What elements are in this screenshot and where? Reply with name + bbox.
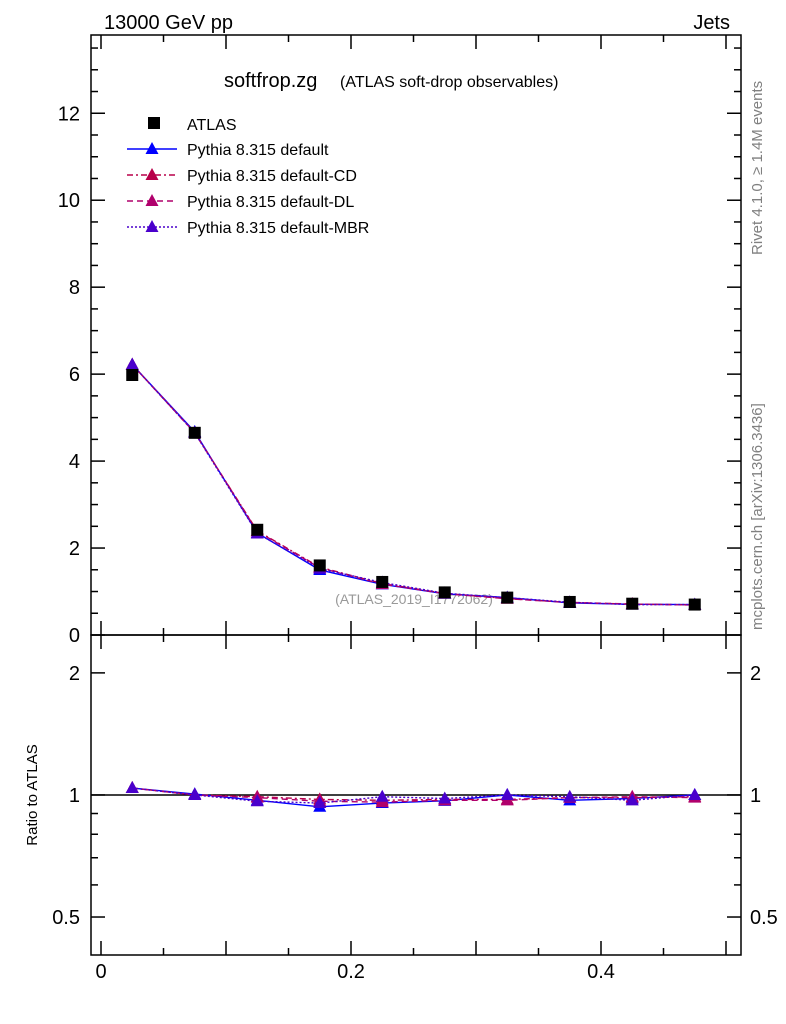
- plot-subtitle: (ATLAS soft-drop observables): [340, 74, 558, 91]
- series-marker-ratio: [188, 787, 202, 800]
- analysis-watermark: (ATLAS_2019_I1772062): [335, 591, 493, 607]
- series-marker-ratio: [563, 789, 577, 802]
- main-y-tick-label: 12: [58, 103, 80, 125]
- legend-label: Pythia 8.315 default-MBR: [187, 220, 369, 237]
- series-line-main: [131, 364, 695, 606]
- series-marker-ratio: [250, 794, 264, 807]
- series-marker-ratio: [500, 787, 514, 800]
- series-line-ratio: [132, 787, 695, 808]
- x-tick-label: 0.4: [587, 961, 615, 983]
- data-marker: [501, 591, 514, 604]
- ratio-ylabel: Ratio to ATLAS: [24, 744, 41, 845]
- series-marker-ratio: [313, 796, 327, 809]
- series-marker-ratio: [125, 781, 139, 794]
- ratio-y-tick-label-right: 0.5: [750, 907, 778, 929]
- main-y-tick-label: 6: [69, 364, 80, 386]
- legend-marker: [145, 168, 159, 180]
- series-marker-ratio: [625, 793, 639, 806]
- ratio-y-tick-label-left: 2: [69, 663, 80, 685]
- legend-marker: [145, 220, 159, 232]
- side-text-rivet: Rivet 4.1.0, ≥ 1.4M events: [749, 81, 766, 255]
- series-line-ratio: [132, 787, 695, 804]
- main-y-tick-label: 0: [69, 625, 80, 647]
- data-marker: [313, 559, 326, 572]
- series-line-main: [131, 364, 695, 606]
- legend-marker: [145, 194, 159, 206]
- series-marker-ratio: [688, 787, 702, 800]
- legend: ATLAS Pythia 8.315 default Pythia 8.315 de…: [127, 117, 369, 237]
- main-y-tick-label: 4: [69, 451, 80, 473]
- data-marker: [251, 523, 264, 536]
- series-line-ratio: [132, 787, 695, 803]
- legend-marker: [145, 142, 159, 154]
- data-marker: [438, 586, 451, 599]
- main-y-tick-label: 8: [69, 277, 80, 299]
- series-marker-ratio: [375, 789, 389, 802]
- data-marker: [563, 595, 576, 608]
- main-y-tick-label: 2: [69, 538, 80, 560]
- legend-label: ATLAS: [187, 117, 237, 134]
- header-category: Jets: [693, 12, 730, 34]
- series-marker-main: [125, 357, 139, 370]
- legend-data-marker: [148, 117, 160, 129]
- side-text-mcplots: mcplots.cern.ch [arXiv:1306.3436]: [749, 403, 766, 630]
- ratio-y-tick-label-right: 2: [750, 663, 761, 685]
- series-marker-ratio: [438, 791, 452, 804]
- series-line-main: [131, 364, 695, 606]
- data-marker: [376, 575, 389, 588]
- header-energy: 13000 GeV pp: [104, 12, 233, 34]
- data-marker: [188, 426, 201, 439]
- data-marker: [688, 598, 701, 611]
- series-line-main: [131, 364, 695, 606]
- ratio-y-tick-label-left: 1: [69, 785, 80, 807]
- data-marker: [126, 369, 139, 381]
- legend-label: Pythia 8.315 default-DL: [187, 194, 354, 211]
- data-marker: [626, 597, 639, 610]
- ratio-y-tick-label-right: 1: [750, 785, 761, 807]
- main-y-tick-label: 10: [58, 190, 80, 212]
- legend-label: Pythia 8.315 default-CD: [187, 168, 357, 185]
- ratio-y-tick-label-left: 0.5: [52, 907, 80, 929]
- plot-title: softfrop.zg: [224, 70, 317, 92]
- x-tick-label: 0.2: [337, 961, 365, 983]
- legend-label: Pythia 8.315 default: [187, 142, 329, 159]
- x-tick-label: 0: [95, 961, 106, 983]
